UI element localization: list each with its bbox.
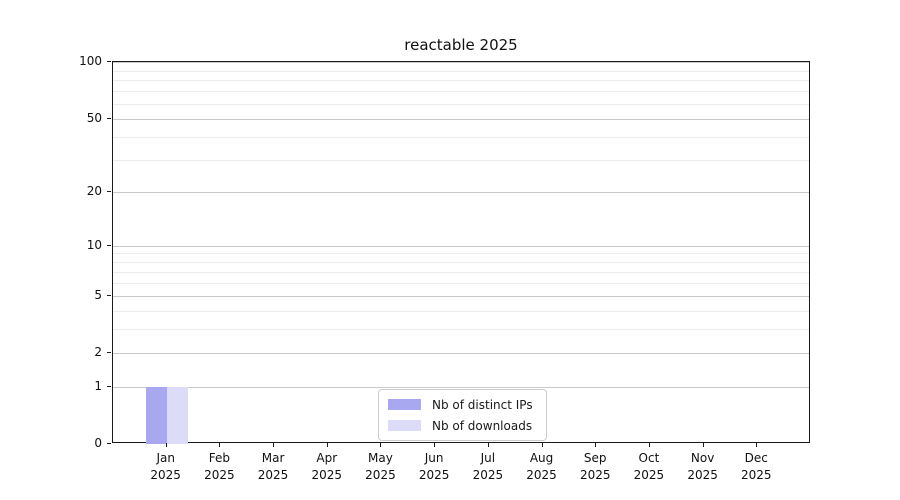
x-tick-label-feb: Feb 2025 [204, 451, 235, 482]
x-tick-label-dec: Dec 2025 [741, 451, 772, 482]
legend-item-distinct-ips: Nb of distinct IPs [388, 396, 533, 413]
gridline-major-2 [113, 353, 809, 355]
x-tick-label-nov: Nov 2025 [687, 451, 718, 482]
x-tick-mark-feb [219, 443, 221, 447]
x-tick-mark-may [380, 443, 382, 447]
y-tick-mark-100 [107, 61, 111, 62]
bar-nb-of-distinct-ips-jan [145, 386, 167, 444]
legend-swatch-distinct-ips-icon [388, 399, 421, 410]
y-tick-label-2: 2 [94, 345, 102, 360]
gridline-major-10 [113, 245, 809, 247]
gridline-minor-8 [113, 262, 809, 264]
chart-title: reactable 2025 [404, 36, 518, 54]
legend-label-distinct-ips: Nb of distinct IPs [432, 397, 533, 412]
x-tick-mark-dec [756, 443, 758, 447]
y-tick-mark-50 [107, 117, 111, 119]
x-tick-label-aug: Aug 2025 [526, 451, 557, 482]
y-tick-label-0: 0 [94, 436, 102, 450]
gridline-minor-80 [113, 80, 809, 82]
y-tick-mark-1 [107, 385, 111, 387]
x-tick-label-oct: Oct 2025 [633, 451, 665, 482]
gridline-minor-6 [113, 282, 809, 284]
y-tick-mark-5 [107, 294, 111, 296]
legend-label-downloads: Nb of downloads [432, 418, 533, 433]
x-tick-label-mar: Mar 2025 [257, 451, 289, 482]
gridline-major-1 [113, 386, 809, 388]
x-tick-mark-oct [648, 443, 650, 447]
x-tick-mark-apr [326, 443, 328, 447]
gridline-minor-9 [113, 253, 809, 255]
x-tick-mark-aug [541, 443, 543, 447]
gridline-major-5 [113, 295, 809, 297]
gridline-minor-70 [113, 91, 809, 93]
bar-nb-of-downloads-jan [166, 386, 188, 444]
y-tick-label-1: 1 [94, 378, 102, 393]
x-tick-mark-nov [702, 443, 704, 447]
x-tick-mark-jun [434, 443, 436, 447]
y-tick-label-10: 10 [86, 237, 102, 252]
x-tick-mark-jan [165, 443, 167, 447]
x-tick-label-jan: Jan 2025 [150, 451, 181, 482]
y-tick-label-100: 100 [79, 54, 102, 68]
legend-item-downloads: Nb of downloads [388, 417, 533, 434]
gridline-minor-30 [113, 159, 809, 161]
gridline-major-20 [113, 192, 809, 193]
gridline-minor-60 [113, 103, 809, 105]
x-tick-label-sep: Sep 2025 [579, 451, 611, 482]
x-tick-mark-jul [487, 443, 489, 447]
x-tick-label-jul: Jul 2025 [472, 451, 504, 482]
y-tick-mark-10 [107, 244, 111, 246]
gridline-major-100 [113, 62, 809, 63]
gridline-minor-4 [113, 310, 809, 312]
gridline-minor-40 [113, 136, 809, 138]
gridline-minor-3 [113, 329, 809, 331]
x-tick-mark-mar [273, 443, 275, 447]
gridline-major-50 [113, 118, 809, 120]
gridline-minor-7 [113, 271, 809, 273]
x-tick-mark-sep [595, 443, 597, 447]
x-tick-label-apr: Apr 2025 [311, 451, 343, 482]
y-tick-mark-20 [107, 191, 111, 192]
plot-area [112, 61, 810, 444]
y-tick-mark-2 [107, 352, 111, 354]
legend: Nb of distinct IPs Nb of downloads [378, 389, 547, 441]
x-tick-label-jun: Jun 2025 [418, 451, 450, 482]
x-tick-label-may: May 2025 [365, 451, 396, 482]
legend-swatch-downloads-icon [388, 420, 421, 431]
y-tick-label-20: 20 [86, 184, 102, 198]
gridline-minor-90 [113, 70, 809, 72]
y-tick-label-5: 5 [94, 287, 102, 302]
y-tick-mark-0 [107, 443, 111, 444]
y-tick-label-50: 50 [86, 110, 102, 125]
